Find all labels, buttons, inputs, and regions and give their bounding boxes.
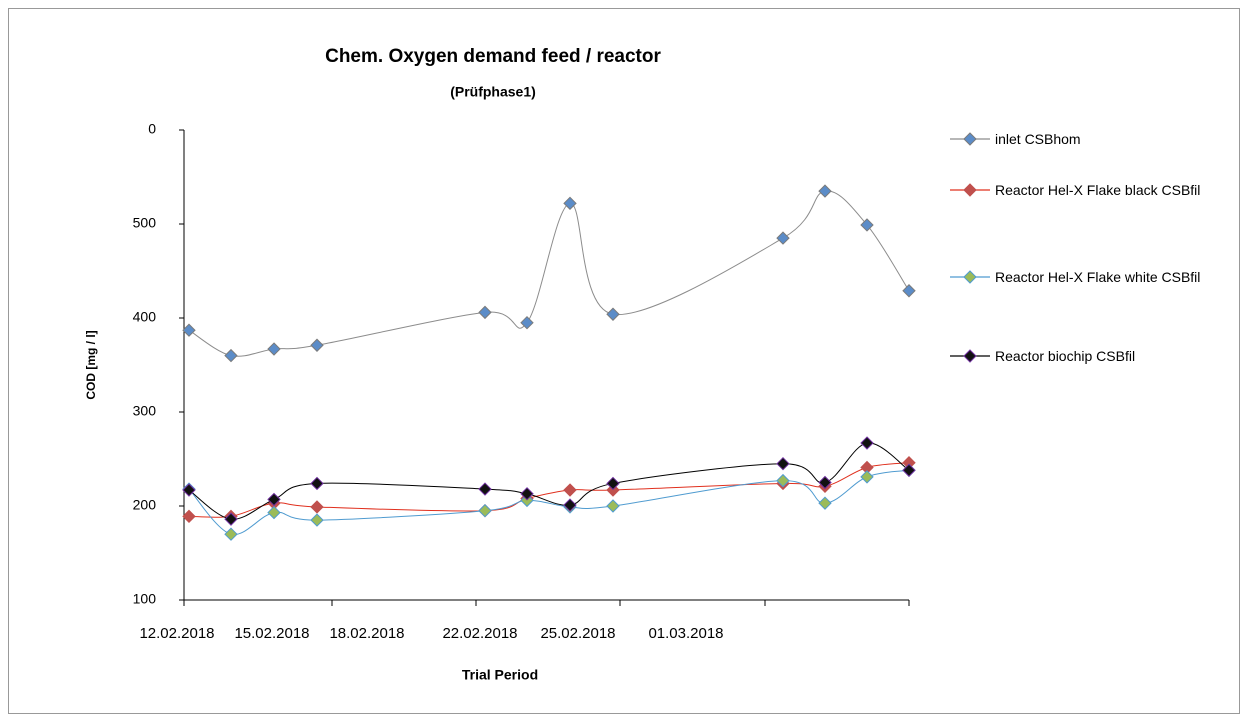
data-point <box>520 487 534 501</box>
chart-title: Chem. Oxygen demand feed / reactor <box>325 46 661 67</box>
legend-marker <box>963 183 977 197</box>
data-point <box>563 483 577 497</box>
data-point <box>310 338 324 352</box>
x-axis-label: Trial Period <box>462 667 538 683</box>
data-point <box>776 473 790 488</box>
legend-label: inlet CSBhom <box>995 131 1081 147</box>
data-point <box>818 496 832 510</box>
data-point <box>182 483 196 497</box>
chart-frame <box>8 8 1240 714</box>
y-tick-label: 100 <box>133 591 157 607</box>
data-point <box>563 196 577 211</box>
x-tick-label: 18.02.2018 <box>329 625 404 642</box>
data-point <box>182 509 196 524</box>
x-tick-label: 12.02.2018 <box>139 625 214 642</box>
data-point <box>860 218 874 232</box>
legend-marker <box>963 270 977 284</box>
data-point <box>267 342 281 356</box>
data-point <box>267 492 281 507</box>
data-point <box>520 315 534 330</box>
x-tick-label: 01.03.2018 <box>648 625 723 642</box>
legend-label: Reactor Hel-X Flake white CSBfil <box>995 269 1201 285</box>
y-axis-label: COD [mg / l] <box>84 330 98 399</box>
data-point <box>902 463 916 477</box>
data-point <box>224 527 238 541</box>
data-point <box>606 476 620 491</box>
data-point <box>860 436 874 450</box>
y-tick-label: 400 <box>133 309 157 325</box>
data-point <box>478 305 492 320</box>
legend-label: Reactor Hel-X Flake black CSBfil <box>995 182 1201 198</box>
x-tick-label: 25.02.2018 <box>540 625 615 642</box>
y-tick-label: 500 <box>133 215 157 231</box>
y-tick-label: 200 <box>133 497 157 513</box>
y-tick-label: 0 <box>148 121 156 137</box>
data-point <box>224 512 238 526</box>
data-point <box>478 482 492 496</box>
data-point <box>606 307 620 321</box>
chart-subtitle: (Prüfphase1) <box>450 84 536 100</box>
data-point <box>902 284 916 298</box>
legend-marker <box>963 132 977 146</box>
data-point <box>478 503 492 518</box>
data-point <box>818 475 832 490</box>
legend-label: Reactor biochip CSBfil <box>995 348 1136 364</box>
data-point <box>860 470 874 484</box>
legend-marker <box>963 349 977 363</box>
data-point <box>563 498 577 512</box>
data-point <box>310 513 324 527</box>
data-point <box>224 348 238 363</box>
data-point <box>818 184 832 198</box>
data-point <box>182 323 196 337</box>
data-point <box>606 499 620 513</box>
data-point <box>310 500 324 514</box>
data-point <box>776 231 790 245</box>
data-point <box>776 456 790 471</box>
x-tick-label: 22.02.2018 <box>442 625 517 642</box>
x-tick-label: 15.02.2018 <box>234 625 309 642</box>
data-point <box>310 476 324 491</box>
data-point <box>267 505 281 520</box>
y-tick-label: 300 <box>133 403 157 419</box>
